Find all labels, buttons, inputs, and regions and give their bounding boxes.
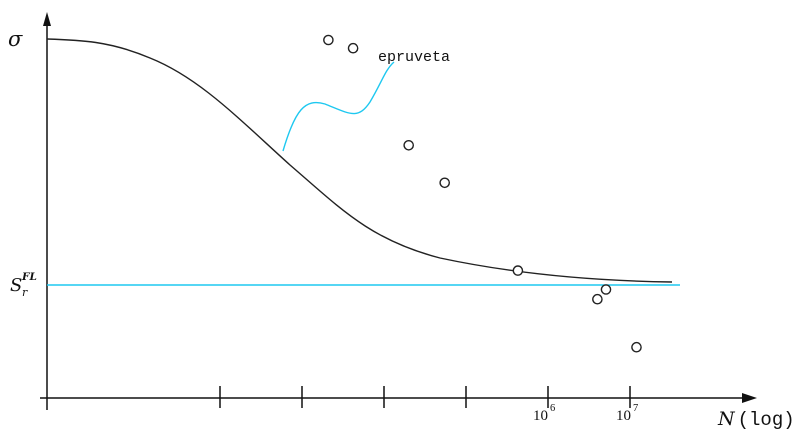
data-point: [592, 293, 603, 305]
x-tick-label-1e7: 10: [616, 408, 631, 424]
x-axis-label-main: N: [717, 408, 736, 430]
data-point: [439, 177, 451, 189]
y-axis-label: σ: [8, 27, 23, 51]
x-tick-1e6-base: 10: [533, 408, 548, 424]
x-axis-label: N (log): [717, 408, 795, 430]
y-tick-sup: FL: [21, 271, 37, 283]
data-point: [347, 42, 359, 54]
annotation-label: epruveta: [378, 49, 450, 66]
annotation-leader: [282, 61, 395, 152]
x-tick-1e7-base: 10: [616, 408, 631, 424]
data-points: [323, 34, 642, 353]
x-tick-label-1e6: 10: [533, 408, 548, 424]
y-tick-sub: r: [22, 286, 28, 299]
data-point: [323, 34, 334, 46]
x-tick-sup-1e7: 7: [633, 403, 638, 414]
x-tick-sup-1e6: 6: [550, 403, 555, 414]
x-axis-arrow: [742, 393, 757, 403]
data-point: [403, 139, 415, 151]
data-point: [600, 284, 612, 295]
y-tick-main: S: [10, 275, 22, 296]
y-axis-arrow: [43, 12, 51, 26]
x-axis-label-suffix: (log): [738, 409, 795, 430]
y-tick-label: S: [10, 275, 22, 296]
data-point: [631, 341, 642, 353]
data-point: [512, 265, 524, 276]
s-n-curve: [46, 38, 673, 283]
x-axis-ticks: [219, 386, 631, 408]
